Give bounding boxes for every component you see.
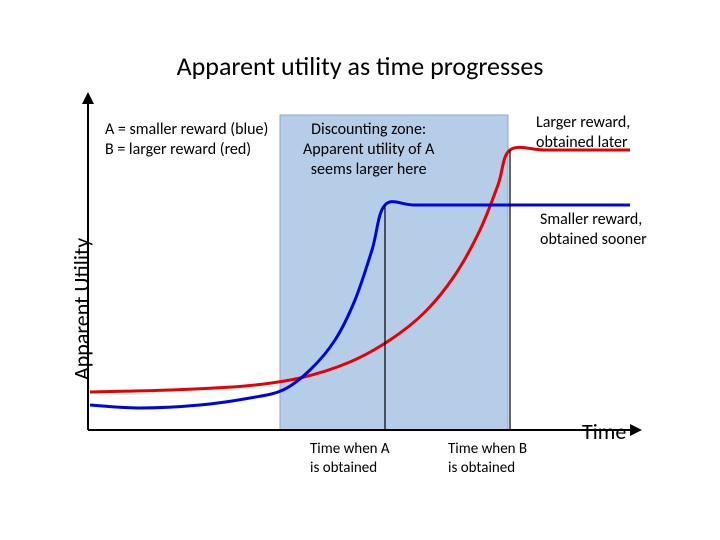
zone-text-2: Apparent utility of A [303, 140, 434, 160]
tick-b-line-1: Time when B [448, 440, 527, 459]
larger-line-1: Larger reward, [536, 113, 630, 133]
discount-zone-label: Discounting zone: Apparent utility of A … [303, 120, 434, 180]
x-axis-arrow [630, 424, 642, 436]
smaller-line-1: Smaller reward, [540, 210, 647, 230]
label-smaller-reward: Smaller reward, obtained sooner [540, 210, 647, 250]
y-axis-arrow [82, 92, 94, 104]
zone-text-1: Discounting zone: [303, 120, 434, 140]
tick-a-line-1: Time when A [310, 440, 390, 459]
larger-line-2: obtained later [536, 133, 630, 153]
legend-line-a: A = smaller reward (blue) [105, 120, 268, 140]
legend-line-b: B = larger reward (red) [105, 140, 268, 160]
legend-definitions: A = smaller reward (blue) B = larger rew… [105, 120, 268, 160]
tick-label-b: Time when B is obtained [448, 440, 527, 478]
label-larger-reward: Larger reward, obtained later [536, 113, 630, 153]
zone-text-3: seems larger here [303, 160, 434, 180]
smaller-line-2: obtained sooner [540, 230, 647, 250]
tick-label-a: Time when A is obtained [310, 440, 390, 478]
tick-a-line-2: is obtained [310, 459, 390, 478]
x-axis-label: Time [582, 418, 626, 445]
tick-b-line-2: is obtained [448, 459, 527, 478]
y-axis-label: Apparent Utility [68, 238, 95, 380]
